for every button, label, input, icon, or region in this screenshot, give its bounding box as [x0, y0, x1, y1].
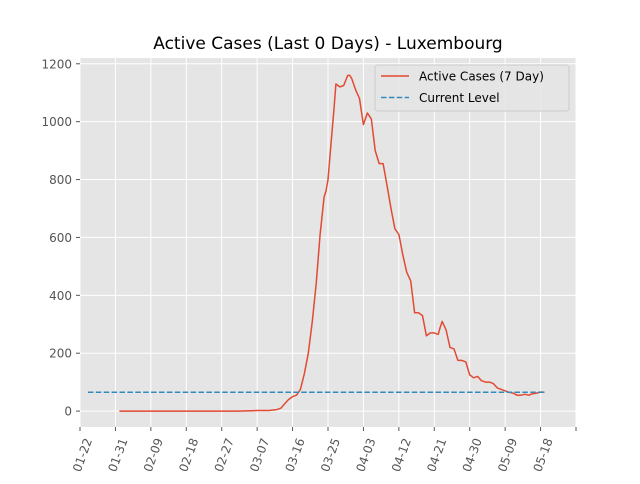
- x-tick-label: 03-25: [318, 436, 343, 474]
- y-tick-label: 400: [49, 289, 72, 303]
- x-axis: 01-22 01-31 02-09 02-18 02-27 03-07 03-16 03-25…: [70, 427, 577, 474]
- x-tick-label: 04-03: [353, 436, 378, 474]
- y-tick-label: 600: [49, 231, 72, 245]
- x-tick-label: 02-18: [176, 436, 201, 474]
- x-tick-label: 04-30: [460, 436, 485, 474]
- y-tick-label: 0: [64, 405, 72, 419]
- x-tick-label: 02-27: [212, 436, 237, 474]
- x-tick-label: 01-22: [70, 436, 95, 474]
- legend-label-2: Current Level: [419, 91, 500, 105]
- chart-title: Active Cases (Last 0 Days) - Luxembourg: [153, 34, 502, 54]
- legend: Active Cases (7 Day) Current Level: [374, 64, 570, 112]
- y-tick-label: 1000: [41, 115, 72, 129]
- x-tick-label: 04-21: [424, 436, 449, 474]
- x-tick-label: 03-16: [283, 436, 308, 474]
- x-tick-label: 03-07: [247, 436, 272, 474]
- series-layer: [87, 74, 545, 412]
- legend-frame: [374, 64, 570, 112]
- y-tick-label: 800: [49, 173, 72, 187]
- y-tick-label: 1200: [41, 57, 72, 71]
- x-tick-label: 05-09: [495, 436, 520, 474]
- legend-label-1: Active Cases (7 Day): [419, 70, 544, 84]
- x-tick-label: 05-18: [531, 436, 556, 474]
- y-tick-label: 200: [49, 347, 72, 361]
- x-tick-label: 04-12: [389, 436, 414, 474]
- x-tick-label: 02-09: [141, 436, 166, 474]
- x-tick-label: 01-31: [105, 436, 130, 474]
- series-line-1: [119, 74, 545, 412]
- grid-layer: [79, 58, 577, 427]
- y-axis: 0 200 400 600 800 1000 1200: [41, 57, 80, 419]
